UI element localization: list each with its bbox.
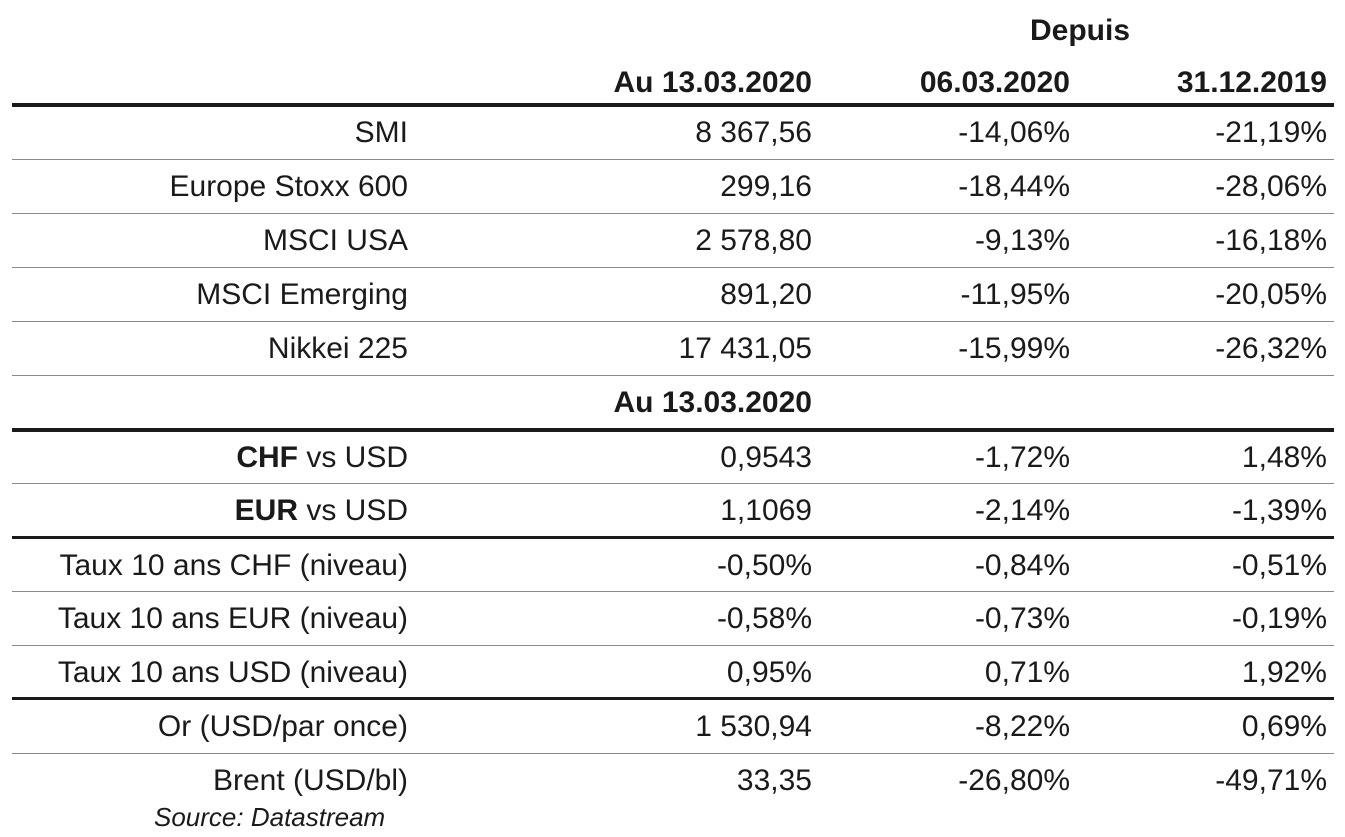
row-since-week: -0,84% xyxy=(974,549,1070,582)
header-rule xyxy=(12,103,1334,107)
row-since-week: -18,44% xyxy=(958,170,1070,203)
row-divider xyxy=(12,213,1334,214)
row-label-currency: CHF xyxy=(236,441,298,474)
row-since-week: -26,80% xyxy=(958,764,1070,797)
row-level: 891,20 xyxy=(720,278,812,311)
row-since-year: -49,71% xyxy=(1215,764,1327,797)
row-since-week: -1,72% xyxy=(974,441,1070,474)
row-level: 17 431,05 xyxy=(678,332,812,365)
row-level: 299,16 xyxy=(720,170,812,203)
row-label: Brent (USD/bl) xyxy=(212,764,408,797)
row-since-year: 0,69% xyxy=(1241,710,1327,743)
row-label: Nikkei 225 xyxy=(267,332,408,365)
row-since-week: -15,99% xyxy=(958,332,1070,365)
table-row: Taux 10 ans CHF (niveau) -0,50% -0,84% -… xyxy=(12,539,1334,592)
row-label-rest: vs USD xyxy=(297,441,408,474)
row-since-year: -16,18% xyxy=(1215,224,1327,257)
table-row: SMI 8 367,56 -14,06% -21,19% xyxy=(12,106,1334,159)
row-label: CHF vs USD xyxy=(12,431,408,484)
row-since-year: -28,06% xyxy=(1215,170,1327,203)
row-since-week: -8,22% xyxy=(974,710,1070,743)
row-label: Taux 10 ans EUR (niveau) xyxy=(57,602,408,635)
header-depuis: Depuis xyxy=(1029,14,1131,47)
table-row: Taux 10 ans EUR (niveau) -0,58% -0,73% -… xyxy=(12,592,1334,645)
column-header-row: Au 13.03.2020 06.03.2020 31.12.2019 xyxy=(12,62,1334,104)
section-rule xyxy=(12,697,1334,700)
row-level: 8 367,56 xyxy=(695,116,812,149)
row-since-year: 1,48% xyxy=(1241,441,1327,474)
row-since-year: -1,39% xyxy=(1231,494,1327,527)
table-row: Or (USD/par once) 1 530,94 -8,22% 0,69% xyxy=(12,700,1334,753)
row-divider xyxy=(12,483,1334,484)
row-label: Taux 10 ans USD (niveau) xyxy=(57,656,408,689)
table-row: Taux 10 ans USD (niveau) 0,95% 0,71% 1,9… xyxy=(12,646,1334,699)
row-label: Europe Stoxx 600 xyxy=(169,170,409,203)
column-header-level: Au 13.03.2020 xyxy=(613,66,812,99)
row-level: 0,9543 xyxy=(720,441,812,474)
table-row: EUR vs USD 1,1069 -2,14% -1,39% xyxy=(12,484,1334,537)
table-row: MSCI Emerging 891,20 -11,95% -20,05% xyxy=(12,268,1334,321)
row-since-year: -0,51% xyxy=(1231,549,1327,582)
row-label: MSCI USA xyxy=(262,224,408,257)
row-since-week: -0,73% xyxy=(974,602,1070,635)
row-since-week: -2,14% xyxy=(974,494,1070,527)
row-level: 0,95% xyxy=(726,656,812,689)
table-row: CHF vs USD 0,9543 -1,72% 1,48% xyxy=(12,431,1334,484)
row-divider xyxy=(12,591,1334,592)
row-divider xyxy=(12,159,1334,160)
row-level: 1,1069 xyxy=(720,494,812,527)
row-since-week: -14,06% xyxy=(958,116,1070,149)
row-label: EUR vs USD xyxy=(12,484,408,537)
row-divider xyxy=(12,321,1334,322)
row-label: SMI xyxy=(354,116,408,149)
column-header-since-year: 31.12.2019 xyxy=(1176,66,1327,99)
row-level: 2 578,80 xyxy=(695,224,812,257)
row-since-year: -26,32% xyxy=(1215,332,1327,365)
row-divider xyxy=(12,753,1334,754)
source-note: Source: Datastream xyxy=(154,802,386,832)
row-divider xyxy=(12,375,1334,376)
row-level: -0,58% xyxy=(716,602,812,635)
table-row: Nikkei 225 17 431,05 -15,99% -26,32% xyxy=(12,322,1334,375)
row-level: 1 530,94 xyxy=(695,710,812,743)
section-rule xyxy=(12,428,1334,432)
table-row: MSCI USA 2 578,80 -9,13% -16,18% xyxy=(12,214,1334,267)
subheader-level: Au 13.03.2020 xyxy=(613,386,812,419)
row-since-week: 0,71% xyxy=(984,656,1070,689)
row-since-year: -0,19% xyxy=(1231,602,1327,635)
row-since-week: -9,13% xyxy=(974,224,1070,257)
row-since-week: -11,95% xyxy=(960,278,1070,311)
row-since-year: -20,05% xyxy=(1215,278,1327,311)
section-rule xyxy=(12,536,1334,539)
row-divider xyxy=(12,645,1334,646)
row-label: MSCI Emerging xyxy=(196,278,408,311)
table-row: Brent (USD/bl) 33,35 -26,80% -49,71% xyxy=(12,754,1334,807)
row-label: Or (USD/par once) xyxy=(157,710,408,743)
row-label-currency: EUR xyxy=(234,494,298,527)
row-divider xyxy=(12,267,1334,268)
row-level: 33,35 xyxy=(736,764,812,797)
column-header-since-week: 06.03.2020 xyxy=(919,66,1070,99)
row-level: -0,50% xyxy=(716,549,812,582)
row-label: Taux 10 ans CHF (niveau) xyxy=(59,549,409,582)
row-label-rest: vs USD xyxy=(297,494,408,527)
row-since-year: -21,19% xyxy=(1215,116,1327,149)
table-row: Europe Stoxx 600 299,16 -18,44% -28,06% xyxy=(12,160,1334,213)
row-since-year: 1,92% xyxy=(1241,656,1327,689)
subheader-row: Au 13.03.2020 xyxy=(12,376,1334,429)
